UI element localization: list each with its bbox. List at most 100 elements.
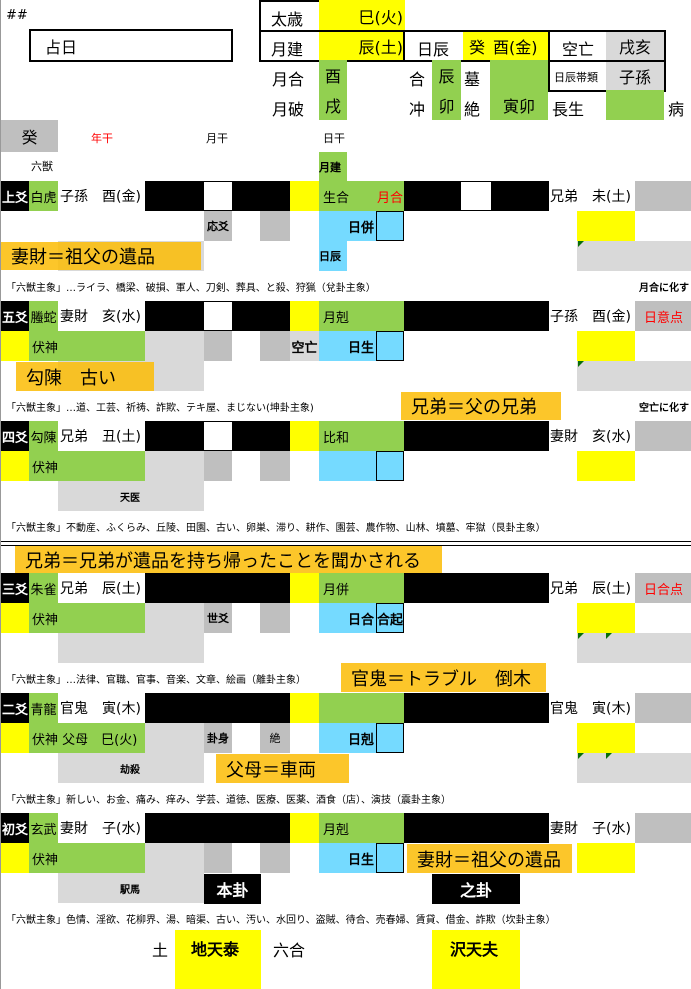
fushin: 伏神 bbox=[29, 451, 145, 481]
he-value: 辰 bbox=[432, 60, 461, 90]
month-status: 月剋 bbox=[319, 301, 376, 331]
jue-value: 寅卯 bbox=[490, 90, 548, 120]
changed-yellow bbox=[577, 211, 635, 241]
flag-cell: 世爻 bbox=[204, 603, 232, 633]
line-relation: 兄弟 丑(土) bbox=[60, 429, 141, 445]
comment-marker-icon[interactable] bbox=[578, 753, 584, 759]
right-status bbox=[635, 421, 691, 451]
taisai-value: 巳(火) bbox=[319, 0, 405, 32]
day-box bbox=[376, 211, 404, 241]
six-beast: 朱雀 bbox=[29, 573, 58, 603]
changed-hex-label: 之卦 bbox=[432, 874, 520, 904]
kuubou-value: 戌亥 bbox=[606, 32, 664, 60]
right-status: 日意点 bbox=[635, 301, 691, 331]
month-red-status bbox=[376, 573, 404, 603]
main-hex-label: 本卦 bbox=[204, 874, 261, 904]
bing-label: 病 bbox=[668, 100, 685, 119]
line-relation: 妻財 亥(水) bbox=[60, 309, 141, 325]
comment-marker-icon[interactable] bbox=[606, 633, 612, 639]
daitai-value: 子孫 bbox=[606, 62, 664, 90]
day-box bbox=[376, 843, 404, 873]
note: 妻財＝祖父の遺品 bbox=[407, 844, 572, 873]
six-beast: 勾陳 bbox=[29, 421, 58, 451]
month-red-status bbox=[376, 301, 404, 331]
fushin-gray bbox=[145, 843, 204, 873]
main-line-yang bbox=[145, 693, 290, 723]
line-description: 「六獣主象」色情、淫欲、花柳界、湯、暗渠、古い、汚い、水回り、盗賊、待合、売春婦… bbox=[6, 914, 556, 926]
yao-label: 五爻 bbox=[1, 301, 29, 331]
stem-cell: 癸 bbox=[1, 120, 58, 152]
date-field[interactable]: 占日 bbox=[29, 29, 233, 62]
line-relation: 子孫 酉(金) bbox=[60, 189, 141, 205]
day-label: 日辰 bbox=[417, 40, 450, 59]
changsheng-label: 長生 bbox=[552, 100, 585, 119]
note: 兄弟＝父の兄弟 bbox=[401, 392, 561, 420]
changed-line-yang bbox=[404, 573, 549, 603]
section-divider bbox=[1, 541, 691, 546]
changed-yellow bbox=[577, 723, 635, 753]
fushin: 伏神 bbox=[29, 603, 145, 633]
line-description: 「六獣主象」…ライラ、橋梁、破損、軍人、刀剣、葬具、と殺、狩猟（兌卦主象） bbox=[6, 282, 376, 294]
month-he-value: 酉 bbox=[319, 60, 347, 90]
day-status: 日生 bbox=[319, 331, 376, 361]
note: 兄弟＝兄弟が遺品を持ち帰ったことを聞かされる bbox=[15, 546, 442, 573]
row3-gray: 劫殺 bbox=[58, 753, 204, 783]
jue-cell bbox=[260, 451, 290, 481]
he-label: 合 bbox=[409, 70, 426, 89]
flag-cell bbox=[204, 451, 232, 481]
yao-label: 上爻 bbox=[1, 181, 29, 211]
row3-gray bbox=[58, 633, 204, 663]
line-description: 「六獣主象」…法律、官職、官事、音楽、文章、絵画（離卦主象） bbox=[6, 674, 306, 686]
line-description: 「六獣主象」新しい、お金、痛み、痒み、学芸、道徳、医療、医薬、酒食（店）、演技（… bbox=[6, 794, 451, 806]
yao-label: 初爻 bbox=[1, 813, 29, 843]
line-marker bbox=[290, 693, 319, 723]
jue-cell bbox=[260, 211, 290, 241]
note: 勾陳 古い bbox=[16, 362, 154, 391]
comment-marker-icon[interactable] bbox=[578, 361, 584, 367]
fushin: 伏神 父母 巳(火) bbox=[29, 723, 145, 753]
changed-line-yang bbox=[404, 813, 549, 843]
jue-label: 絶 bbox=[464, 100, 481, 119]
line-gap bbox=[204, 422, 232, 450]
comment-marker-icon[interactable] bbox=[606, 753, 612, 759]
line-relation: 妻財 子(水) bbox=[60, 821, 141, 837]
fushin-gray bbox=[145, 451, 204, 481]
flag-cell: 卦身 bbox=[204, 723, 232, 753]
fushin-gray bbox=[145, 331, 204, 361]
main-line-yang bbox=[145, 813, 290, 843]
note: 父母＝車両 bbox=[216, 754, 349, 783]
changed-yellow bbox=[577, 603, 635, 633]
marker: ## bbox=[6, 8, 28, 23]
changsheng-cell bbox=[606, 90, 664, 120]
changed-relation: 妻財 亥(水) bbox=[550, 429, 631, 445]
mu-cell bbox=[490, 60, 548, 90]
flag-cell bbox=[204, 843, 232, 873]
day-status: 日剋 bbox=[319, 723, 376, 753]
month-he-label: 月合 bbox=[272, 70, 305, 89]
line-marker bbox=[290, 181, 319, 211]
month-red-status: 月合 bbox=[376, 181, 404, 211]
day-box: 日辰 癸酉(金) bbox=[403, 30, 550, 62]
day-box: 合起 bbox=[376, 603, 404, 633]
flag-cell: 応爻 bbox=[204, 211, 232, 241]
kuubou-label: 空亡 bbox=[562, 40, 595, 59]
line-gap bbox=[461, 182, 491, 210]
month-red-status bbox=[376, 813, 404, 843]
left-yellow-cell bbox=[1, 451, 29, 481]
line-description: 「六獣主象」不動産、ふくらみ、丘陵、田園、古い、卵巣、滞り、耕作、園芸、農作物、… bbox=[6, 522, 546, 534]
note: 官鬼＝トラブル 倒木 bbox=[341, 663, 546, 692]
year-stem-label: 年干 bbox=[91, 132, 113, 145]
line-relation: 兄弟 辰(土) bbox=[60, 581, 141, 597]
right-status bbox=[635, 693, 691, 723]
comment-marker-icon[interactable] bbox=[578, 241, 584, 247]
line-marker bbox=[290, 813, 319, 843]
day-box bbox=[376, 723, 404, 753]
yao-label: 四爻 bbox=[1, 421, 29, 451]
beast-label: 六獣 bbox=[31, 160, 53, 173]
main-hex: 地天泰 bbox=[175, 930, 261, 989]
comment-marker-icon[interactable] bbox=[578, 633, 584, 639]
row3-right-gray bbox=[577, 361, 691, 391]
changed-hex: 沢天夫 bbox=[432, 930, 520, 989]
day-status: 日生 bbox=[319, 843, 376, 873]
main-line-yang bbox=[145, 573, 290, 603]
